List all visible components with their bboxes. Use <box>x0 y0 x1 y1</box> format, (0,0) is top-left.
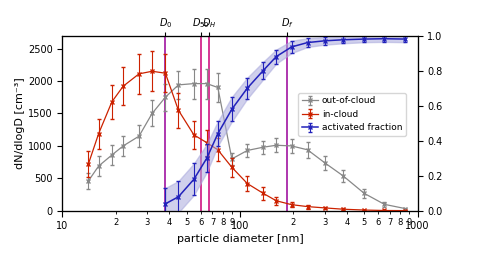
Legend: out-of-cloud, in-cloud, activated fraction: out-of-cloud, in-cloud, activated fracti… <box>299 93 406 136</box>
Y-axis label: dN/dlogD [cm⁻³]: dN/dlogD [cm⁻³] <box>15 77 25 169</box>
X-axis label: particle diameter [nm]: particle diameter [nm] <box>177 234 303 244</box>
